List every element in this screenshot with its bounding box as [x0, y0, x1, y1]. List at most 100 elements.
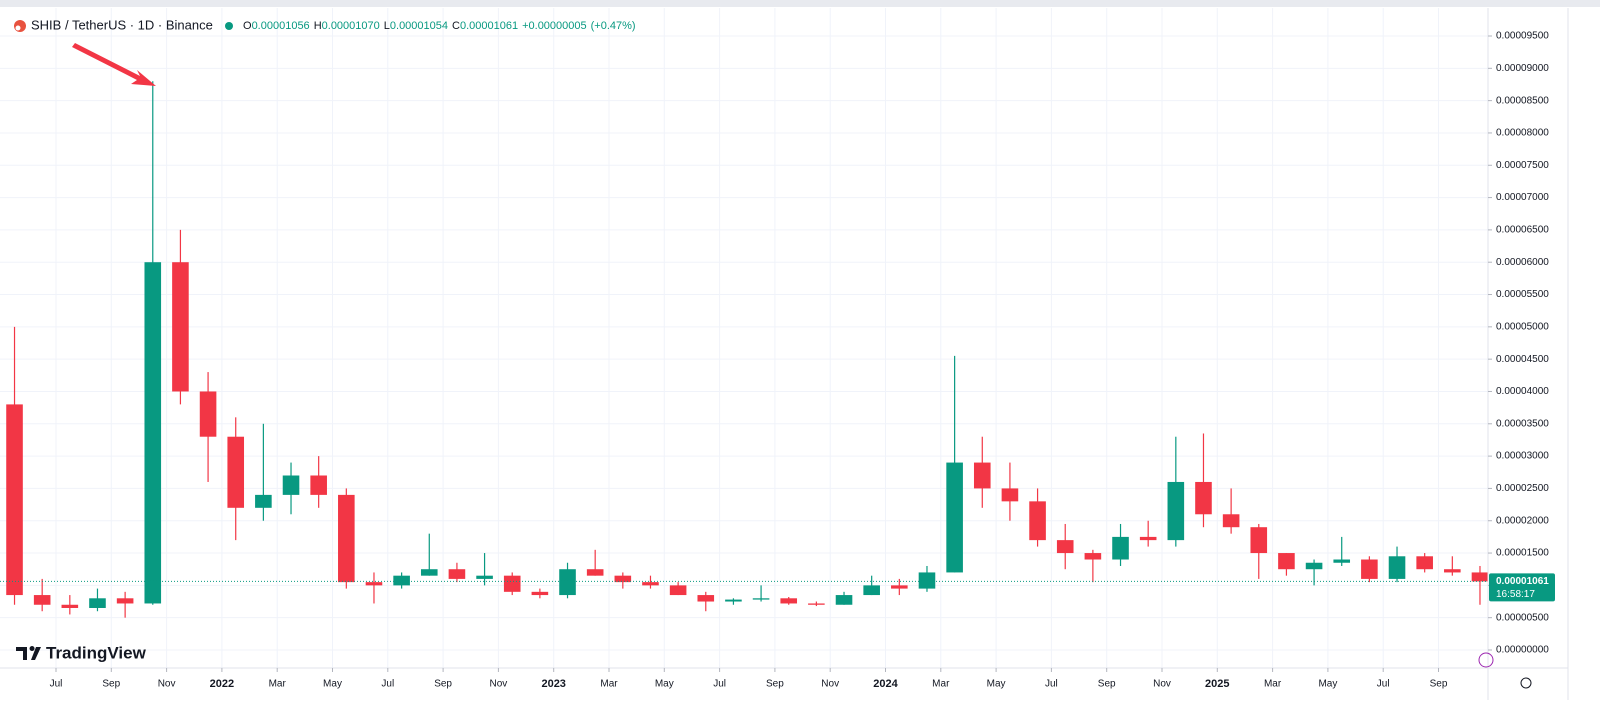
x-tick-label: May — [1318, 679, 1337, 690]
candle-body — [669, 585, 687, 596]
x-tick-label: Sep — [1430, 679, 1448, 690]
y-tick-label: 0.00003000 — [1496, 451, 1549, 462]
candle-body — [1471, 572, 1489, 582]
candle-body — [33, 595, 51, 605]
x-tick-label: Sep — [102, 679, 120, 690]
candle-body — [1278, 553, 1295, 570]
legend-value: 0.00001070 — [322, 20, 380, 32]
candle-body — [227, 436, 245, 508]
top-bar — [0, 0, 1600, 7]
y-tick-label: 0.00008500 — [1496, 95, 1549, 106]
x-tick-label: Jul — [381, 679, 394, 690]
candle-body — [1084, 553, 1102, 560]
symbol-logo-dot — [15, 25, 21, 31]
x-tick-label: Nov — [821, 679, 839, 690]
y-tick-label: 0.00000500 — [1496, 612, 1549, 623]
brand-icon — [16, 646, 41, 660]
y-tick-label: 0.00002000 — [1496, 515, 1549, 526]
candle-body — [1195, 481, 1212, 515]
x-tick-label: Jul — [713, 679, 726, 690]
y-tick-label: 0.00007000 — [1496, 192, 1549, 203]
candle-body — [1001, 488, 1019, 502]
y-tick-label: 0.00005500 — [1496, 289, 1549, 300]
x-tick-label: Mar — [600, 679, 618, 690]
last-price-label: 0.00001061 — [1496, 576, 1549, 587]
x-tick-label: Jul — [50, 679, 63, 690]
candle-body — [420, 569, 438, 576]
candle-body — [725, 599, 742, 602]
legend-change-pct: (+0.47%) — [591, 20, 636, 32]
x-tick-label: Jul — [1377, 679, 1390, 690]
candle-body — [310, 475, 327, 495]
legend-label: H — [314, 20, 322, 32]
candle-body — [1029, 501, 1046, 541]
symbol-logo — [14, 20, 26, 32]
candle-body — [752, 598, 770, 600]
y-tick-label: 0.00006500 — [1496, 225, 1549, 236]
candle-body — [255, 494, 272, 508]
legend-label: C — [452, 20, 460, 32]
candle-body — [1167, 481, 1185, 541]
candle-body — [697, 595, 715, 602]
candle-body — [586, 569, 604, 576]
y-tick-label: 0.00003500 — [1496, 418, 1549, 429]
candle-body — [1056, 540, 1074, 554]
symbol-title[interactable]: SHIB / TetherUS · 1D · Binance — [31, 17, 213, 32]
candle-body — [946, 462, 963, 573]
candle-body — [61, 604, 79, 608]
brand-name: TradingView — [46, 643, 147, 662]
candle-body — [973, 462, 991, 489]
legend-change: +0.00000005 — [522, 20, 587, 32]
x-tick-label: May — [655, 679, 674, 690]
candle-body — [199, 391, 217, 437]
settings-icon[interactable] — [1520, 677, 1532, 689]
x-tick-label: 2024 — [873, 678, 898, 690]
y-tick-label: 0.00001500 — [1496, 548, 1549, 559]
candle-body — [503, 575, 521, 592]
candle-body — [338, 494, 355, 583]
candle-body — [891, 585, 908, 589]
candle-body — [780, 598, 798, 604]
last-price-box: 0.00001061 16:58:17 — [1489, 573, 1555, 602]
x-tick-label: Mar — [269, 679, 287, 690]
x-tick-label: Jul — [1045, 679, 1058, 690]
y-tick-label: 0.00009000 — [1496, 63, 1549, 74]
y-tick-label: 0.00000000 — [1496, 645, 1549, 656]
candle-body — [1112, 536, 1129, 560]
legend-value: 0.00001061 — [460, 20, 518, 32]
candle-body — [6, 404, 23, 596]
last-price-bg — [1489, 573, 1555, 602]
candle-body — [614, 575, 632, 583]
candle-body — [393, 575, 410, 586]
y-tick-label: 0.00008000 — [1496, 128, 1549, 139]
axes: 0.000000000.000005000.000010000.00001500… — [50, 31, 1550, 690]
market-status[interactable] — [225, 22, 233, 30]
candle-body — [1250, 527, 1268, 554]
brand-logo: TradingView — [16, 643, 147, 662]
candle-body — [1416, 556, 1433, 570]
candle-body — [1388, 556, 1406, 579]
y-tick-label: 0.00005000 — [1496, 321, 1549, 332]
candle-body — [1139, 536, 1157, 541]
x-tick-label: May — [323, 679, 342, 690]
legend-value: 0.00001054 — [390, 20, 448, 32]
x-tick-label: Nov — [158, 679, 176, 690]
candle-body — [808, 603, 825, 605]
candle-body — [282, 475, 300, 495]
alert-icon[interactable] — [1478, 652, 1494, 668]
y-tick-label: 0.00002500 — [1496, 483, 1549, 494]
x-tick-label: 2025 — [1205, 678, 1229, 690]
candle-body — [531, 591, 549, 596]
y-tick-label: 0.00006000 — [1496, 257, 1549, 268]
candle-body — [89, 598, 106, 608]
x-tick-label: Nov — [1153, 679, 1171, 690]
candle-body — [144, 262, 162, 604]
candles — [0, 81, 1489, 618]
legend-label: L — [384, 20, 390, 32]
candle-body — [1305, 562, 1323, 570]
y-tick-label: 0.00004000 — [1496, 386, 1549, 397]
x-tick-label: Mar — [1264, 679, 1282, 690]
legend-label: O — [243, 20, 252, 32]
candle-body — [172, 262, 189, 392]
